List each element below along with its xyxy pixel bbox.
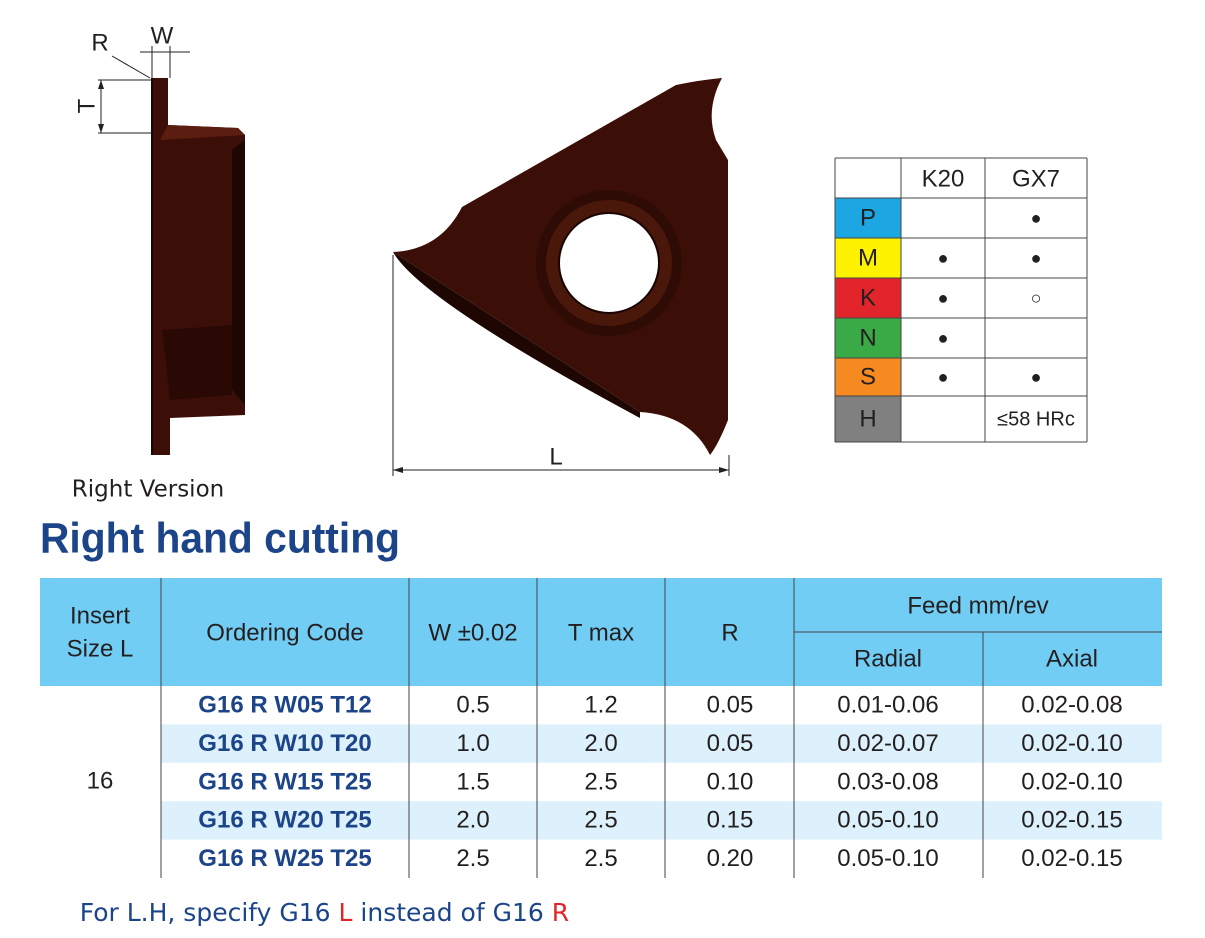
grade-mark: ● — [938, 367, 949, 387]
column-header: R — [721, 619, 738, 646]
footnote-highlight: L — [339, 898, 353, 927]
group-code: K — [860, 284, 876, 311]
grade-mark: ● — [1031, 208, 1042, 228]
column-header: Size L — [67, 635, 134, 662]
product-table: Insert Size L Ordering Code W ±0.02 T max R Fe… — [40, 578, 1162, 878]
group-swatch — [835, 358, 901, 396]
label-t: T — [73, 98, 100, 113]
group-swatch — [835, 198, 901, 238]
table-cell: 2.5 — [584, 807, 617, 834]
insert-size: 16 — [87, 767, 114, 794]
table-cell: 2.5 — [584, 768, 617, 795]
row-band — [161, 801, 1162, 840]
grade-table: K20 GX7 P ● M ● ● K ● ○ N ● S ● ● H ≤58 HRc — [834, 157, 1088, 443]
grade-mark: ● — [1031, 367, 1042, 387]
group-code: P — [860, 204, 876, 231]
group-swatch — [835, 396, 901, 442]
table-cell: 2.5 — [584, 845, 617, 872]
table-cell: 1.2 — [584, 692, 617, 719]
grade-header: GX7 — [1012, 165, 1060, 192]
table-cell: 0.02-0.07 — [837, 730, 938, 757]
table-cell: 1.5 — [456, 768, 489, 795]
table-cell: 0.02-0.10 — [1021, 768, 1122, 795]
ordering-code: G16 R W20 T25 — [198, 807, 371, 834]
group-swatch — [835, 278, 901, 318]
grade-header: K20 — [922, 165, 965, 192]
group-code: H — [859, 405, 876, 432]
group-swatch — [835, 318, 901, 358]
side-profile — [151, 78, 245, 455]
dimension-lines — [98, 46, 730, 476]
column-header: Axial — [1046, 645, 1098, 672]
group-swatch — [835, 238, 901, 278]
column-header: Insert — [70, 602, 130, 629]
table-cell: 0.05 — [707, 730, 754, 757]
insert-triangle — [393, 78, 728, 455]
footnote-text: For L.H, specify G16 — [80, 898, 339, 927]
table-cell: 0.02-0.15 — [1021, 845, 1122, 872]
column-header: T max — [568, 619, 634, 646]
grade-mark: ● — [938, 248, 949, 268]
table-cell: 0.5 — [456, 692, 489, 719]
column-header: Ordering Code — [206, 619, 363, 646]
table-cell: 2.0 — [584, 730, 617, 757]
table-cell: 0.05-0.10 — [837, 807, 938, 834]
table-cell: 2.5 — [456, 845, 489, 872]
ordering-code: G16 R W15 T25 — [198, 768, 371, 795]
table-cell: 0.02-0.08 — [1021, 692, 1122, 719]
ordering-code: G16 R W05 T12 — [198, 692, 371, 719]
footnote: For L.H, specify G16 L instead of G16 R — [40, 898, 593, 927]
table-cell: 1.0 — [456, 730, 489, 757]
table-cell: 0.05-0.10 — [837, 845, 938, 872]
column-header: Radial — [854, 645, 922, 672]
label-w: W — [151, 22, 174, 49]
group-code: M — [858, 244, 878, 271]
table-cell: 2.0 — [456, 807, 489, 834]
grade-mark: ● — [938, 288, 949, 308]
footnote-text: instead of G16 — [352, 898, 551, 927]
grade-mark: ○ — [1031, 288, 1042, 308]
table-cell: 0.02-0.15 — [1021, 807, 1122, 834]
column-header: Feed mm/rev — [907, 592, 1048, 619]
grade-mark: ≤58 HRc — [997, 408, 1075, 430]
ordering-code: G16 R W25 T25 — [198, 845, 371, 872]
table-cell: 0.03-0.08 — [837, 768, 938, 795]
table-cell: 0.20 — [707, 845, 754, 872]
table-cell: 0.05 — [707, 692, 754, 719]
section-title: Right hand cutting — [40, 514, 400, 562]
label-r: R — [91, 29, 108, 56]
grade-mark: ● — [1031, 248, 1042, 268]
group-code: S — [860, 363, 876, 390]
table-cell: 0.02-0.10 — [1021, 730, 1122, 757]
caption: Right Version — [72, 477, 224, 503]
grade-mark: ● — [938, 328, 949, 348]
group-code: N — [859, 324, 876, 351]
table-cell: 0.15 — [707, 807, 754, 834]
column-header: W ±0.02 — [428, 619, 517, 646]
table-cell: 0.01-0.06 — [837, 692, 938, 719]
label-l: L — [549, 443, 562, 470]
footnote-highlight: R — [552, 898, 569, 927]
row-band — [161, 724, 1162, 763]
ordering-code: G16 R W10 T20 — [198, 730, 371, 757]
table-cell: 0.10 — [707, 768, 754, 795]
